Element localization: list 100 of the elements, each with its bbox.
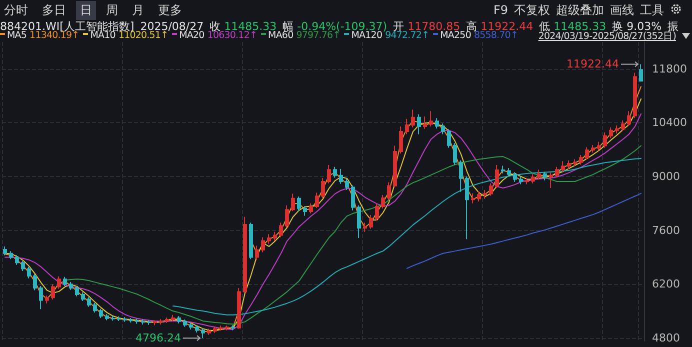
candlestick (393, 145, 397, 188)
candlestick (75, 286, 79, 297)
candlestick (87, 296, 91, 308)
y-tick-label: 6200 (652, 278, 680, 291)
legend-label: MA5 (7, 30, 27, 41)
candlestick (285, 204, 289, 228)
candlestick (411, 109, 415, 128)
candlestick (261, 236, 265, 253)
candlestick (633, 72, 637, 119)
candlestick (525, 178, 529, 185)
candlestick (63, 276, 67, 287)
candlestick (273, 231, 277, 242)
candlestick (567, 160, 571, 170)
candlestick (603, 132, 607, 148)
text: 2024/03/19-2025/08/27(352日) (538, 31, 676, 43)
candlestick (549, 172, 553, 189)
candlestick (51, 284, 55, 300)
candlestick (183, 318, 187, 328)
candlestick (267, 234, 271, 244)
text: 11340.19↑ (30, 30, 80, 41)
legend-label: MA250 (440, 30, 471, 41)
candlestick (111, 315, 115, 322)
line-series (172, 158, 642, 316)
candlestick (243, 216, 247, 294)
candlestick (465, 176, 469, 240)
candlestick (141, 318, 145, 325)
line-series (406, 192, 642, 269)
candlestick (345, 178, 349, 190)
candlestick (45, 295, 49, 304)
candlestick (123, 316, 127, 322)
candlestick (189, 322, 193, 330)
candlestick (621, 120, 625, 132)
candlestick (447, 128, 451, 148)
candlestick (33, 274, 37, 291)
candlestick (165, 317, 169, 324)
legend-label: MA10 (90, 30, 116, 41)
candlestick (135, 318, 139, 324)
text: 月 (131, 2, 145, 19)
candlestick (9, 250, 13, 260)
candlestick (471, 192, 475, 204)
text: 11020.51↑ (118, 30, 168, 41)
candlestick (309, 202, 313, 214)
candlestick (153, 320, 157, 326)
candlestick (507, 168, 511, 178)
candlestick (237, 287, 241, 330)
candlestick (249, 222, 253, 260)
candlestick (363, 222, 367, 232)
text: F9 (493, 3, 508, 17)
candlestick (27, 266, 31, 279)
text: 9472.72↑ (385, 30, 430, 41)
candlestick (561, 160, 565, 172)
candlestick (609, 126, 613, 139)
candlestick (441, 122, 445, 135)
annotation: 4796.24 (136, 332, 181, 345)
candlestick (93, 302, 97, 314)
candlestick (615, 124, 619, 134)
candlestick (231, 324, 235, 331)
candlestick (489, 182, 493, 196)
candlestick (375, 202, 379, 221)
candlestick (201, 328, 205, 339)
text: 换 9.03% (612, 19, 662, 33)
candlestick (627, 110, 631, 126)
candlestick (543, 171, 547, 181)
candlestick (531, 174, 535, 184)
candlestick (315, 192, 319, 209)
candlestick (453, 142, 457, 166)
candlestick (495, 164, 499, 189)
y-tick-label: 11800 (652, 62, 687, 76)
candlestick (429, 110, 433, 128)
candlestick (513, 172, 517, 182)
candlestick (291, 193, 295, 212)
candlestick (321, 178, 325, 199)
candlestick (423, 116, 427, 130)
candlestick (357, 204, 361, 239)
candlestick (207, 328, 211, 336)
candlestick (573, 158, 577, 166)
candlestick (21, 260, 25, 272)
candlestick (327, 164, 331, 184)
legend-label: MA20 (179, 30, 204, 41)
candlestick (3, 246, 7, 256)
candlestick (39, 286, 43, 310)
text: 日 (76, 1, 96, 20)
candlestick (117, 316, 121, 322)
candlestick (69, 281, 73, 290)
legend-label: MA120 (351, 30, 382, 41)
candlestick (129, 317, 133, 324)
text: 8558.70↑ (474, 30, 518, 41)
candlestick (147, 320, 151, 326)
text: 9797.76↑ (296, 30, 340, 41)
text: 不复权 (514, 2, 550, 19)
candlestick (591, 144, 595, 154)
candlestick (399, 126, 403, 154)
candlestick (519, 176, 523, 185)
text: 多日 (41, 2, 67, 19)
candlestick (579, 154, 583, 166)
candlestick (99, 308, 103, 318)
candlestick (195, 324, 199, 334)
candlestick (255, 245, 259, 261)
candlestick (177, 316, 181, 324)
candlestick (159, 318, 163, 325)
